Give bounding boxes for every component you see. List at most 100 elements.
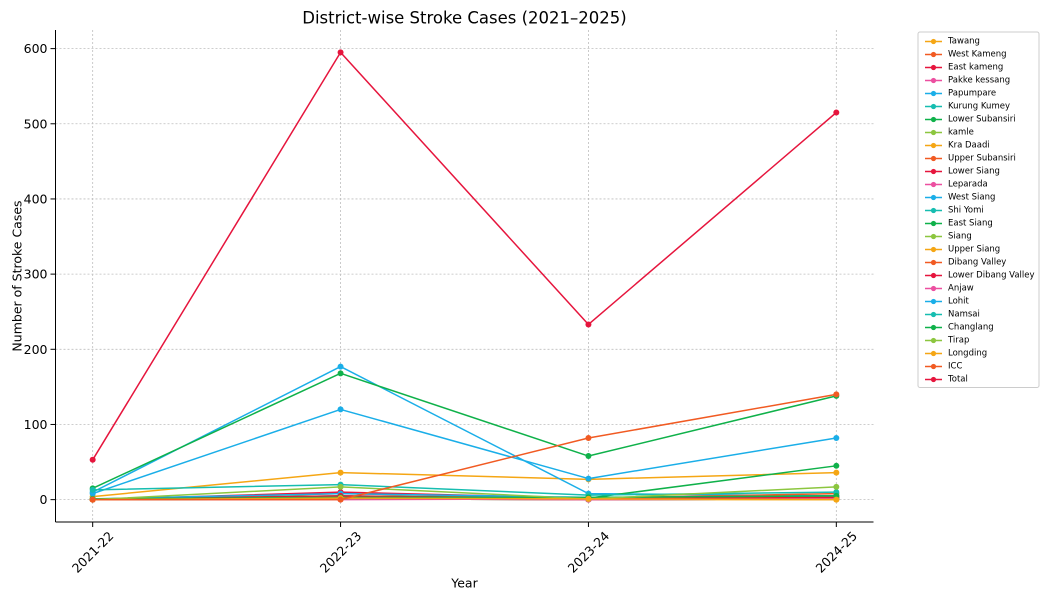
data-point-total-2023-24 xyxy=(585,321,592,328)
data-point-lower-subansiri-2024-25 xyxy=(833,462,840,469)
legend-label-upper-subansiri: Upper Subansiri xyxy=(948,154,1016,164)
legend-marker-icc xyxy=(930,363,937,370)
legend-item-west-siang: West Siang xyxy=(925,193,995,203)
data-point-papumpare-2022-23 xyxy=(337,363,344,370)
legend-marker-kra-daadi xyxy=(930,142,937,149)
data-point-tawang-2022-23 xyxy=(337,469,344,476)
series-line-longding xyxy=(91,497,838,501)
legend-item-upper-siang: Upper Siang xyxy=(925,245,1000,255)
legend-marker-pakke-kessang xyxy=(930,77,937,84)
grid xyxy=(55,30,874,522)
series-line-icc xyxy=(91,393,838,501)
data-point-icc-2022-23 xyxy=(337,496,344,503)
legend-label-leparada: Leparada xyxy=(948,180,988,190)
legend-item-changlang: Changlang xyxy=(925,323,994,333)
legend-marker-anjaw xyxy=(930,285,937,292)
legend-item-east-siang: East Siang xyxy=(925,219,993,229)
legend-label-tirap: Tirap xyxy=(947,336,969,346)
legend-item-upper-subansiri: Upper Subansiri xyxy=(925,154,1016,164)
series-line-lohit xyxy=(91,408,838,495)
series-line-total xyxy=(91,51,838,461)
legend-label-lower-dibang-valley: Lower Dibang Valley xyxy=(948,271,1035,281)
y-tick-label: 400 xyxy=(24,191,48,206)
legend: Tawang West Kameng East kameng Pakke kessan… xyxy=(917,31,1040,388)
legend-marker-total xyxy=(930,376,937,383)
legend-item-papumpare: Papumpare xyxy=(925,89,996,99)
legend-marker-lower-subansiri xyxy=(930,116,937,123)
legend-label-longding: Longding xyxy=(948,349,987,359)
legend-label-upper-siang: Upper Siang xyxy=(948,245,1000,255)
legend-marker-lower-siang xyxy=(930,168,937,175)
series-line-east-siang xyxy=(91,372,838,490)
data-point-lohit-2023-24 xyxy=(585,475,592,482)
legend-item-longding: Longding xyxy=(925,349,987,359)
legend-label-kurung-kumey: Kurung Kumey xyxy=(948,102,1010,112)
legend-marker-lower-dibang-valley xyxy=(930,272,937,279)
data-point-tirap-2022-23 xyxy=(337,483,344,490)
series-line-tawang xyxy=(91,471,838,498)
legend-label-changlang: Changlang xyxy=(948,323,994,333)
data-point-longding-2024-25 xyxy=(833,496,840,503)
legend-label-papumpare: Papumpare xyxy=(948,89,996,99)
legend-label-shi-yomi: Shi Yomi xyxy=(948,206,984,216)
legend-item-shi-yomi: Shi Yomi xyxy=(925,206,984,216)
legend-label-kamle: kamle xyxy=(948,128,974,138)
legend-label-total: Total xyxy=(947,375,968,385)
legend-item-kurung-kumey: Kurung Kumey xyxy=(925,102,1010,112)
series-line-papumpare xyxy=(91,365,838,497)
y-tick-label: 100 xyxy=(24,417,48,432)
legend-item-lower-subansiri: Lower Subansiri xyxy=(925,115,1016,125)
data-point-total-2024-25 xyxy=(833,109,840,116)
legend-marker-west-kameng xyxy=(930,51,937,58)
legend-item-lower-dibang-valley: Lower Dibang Valley xyxy=(925,271,1035,281)
legend-marker-siang xyxy=(930,233,937,240)
legend-marker-leparada xyxy=(930,181,937,188)
plot-area xyxy=(89,49,840,503)
chart-title: District-wise Stroke Cases (2021–2025) xyxy=(302,9,626,28)
legend-item-east-kameng: East kameng xyxy=(925,63,1003,73)
data-point-icc-2024-25 xyxy=(833,391,840,398)
legend-label-tawang: Tawang xyxy=(947,37,980,47)
y-tick-label: 500 xyxy=(24,116,48,131)
data-point-east-siang-2023-24 xyxy=(585,453,592,460)
y-tick-label: 300 xyxy=(24,267,48,282)
x-axis-label: Year xyxy=(450,576,478,591)
series-icc xyxy=(89,391,840,503)
legend-label-lohit: Lohit xyxy=(948,297,970,307)
legend-marker-papumpare xyxy=(930,90,937,97)
legend-marker-kamle xyxy=(930,129,937,136)
legend-label-namsai: Namsai xyxy=(948,310,980,320)
legend-item-tawang: Tawang xyxy=(925,37,980,47)
legend-item-total: Total xyxy=(925,375,968,385)
legend-marker-tirap xyxy=(930,337,937,344)
data-point-tawang-2024-25 xyxy=(833,469,840,476)
legend-label-east-siang: East Siang xyxy=(948,219,993,229)
legend-marker-lohit xyxy=(930,298,937,305)
data-point-total-2022-23 xyxy=(337,49,344,56)
legend-marker-tawang xyxy=(930,38,937,45)
data-point-longding-2023-24 xyxy=(585,495,592,502)
legend-item-icc: ICC xyxy=(925,362,962,372)
series-line-changlang xyxy=(91,495,838,500)
legend-item-lower-siang: Lower Siang xyxy=(925,167,1000,177)
legend-item-namsai: Namsai xyxy=(925,310,980,320)
legend-label-icc: ICC xyxy=(948,362,962,372)
legend-label-west-kameng: West Kameng xyxy=(948,50,1007,60)
legend-item-leparada: Leparada xyxy=(925,180,988,190)
legend-label-anjaw: Anjaw xyxy=(948,284,974,294)
legend-frame xyxy=(917,31,1040,388)
legend-item-tirap: Tirap xyxy=(925,336,969,346)
data-point-icc-2023-24 xyxy=(585,435,592,441)
legend-label-siang: Siang xyxy=(948,232,972,242)
legend-marker-changlang xyxy=(930,324,937,331)
legend-marker-shi-yomi xyxy=(930,207,937,214)
data-point-lohit-2024-25 xyxy=(833,435,840,441)
legend-label-pakke-kessang: Pakke kessang xyxy=(948,76,1010,86)
data-point-lohit-2022-23 xyxy=(337,406,344,413)
legend-item-anjaw: Anjaw xyxy=(925,284,974,294)
data-point-namsai-2021-22 xyxy=(89,486,96,493)
data-point-tirap-2024-25 xyxy=(833,483,840,490)
legend-label-lower-siang: Lower Siang xyxy=(948,167,1000,177)
